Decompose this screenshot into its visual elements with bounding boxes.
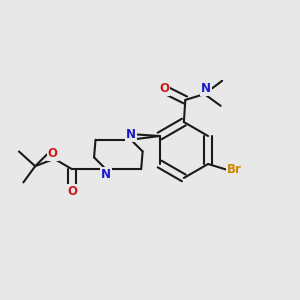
Text: Br: Br bbox=[227, 164, 242, 176]
Text: N: N bbox=[126, 128, 136, 141]
Text: N: N bbox=[201, 82, 211, 95]
Text: O: O bbox=[67, 185, 77, 198]
Text: O: O bbox=[48, 147, 58, 160]
Text: N: N bbox=[101, 168, 111, 181]
Text: O: O bbox=[159, 82, 169, 95]
